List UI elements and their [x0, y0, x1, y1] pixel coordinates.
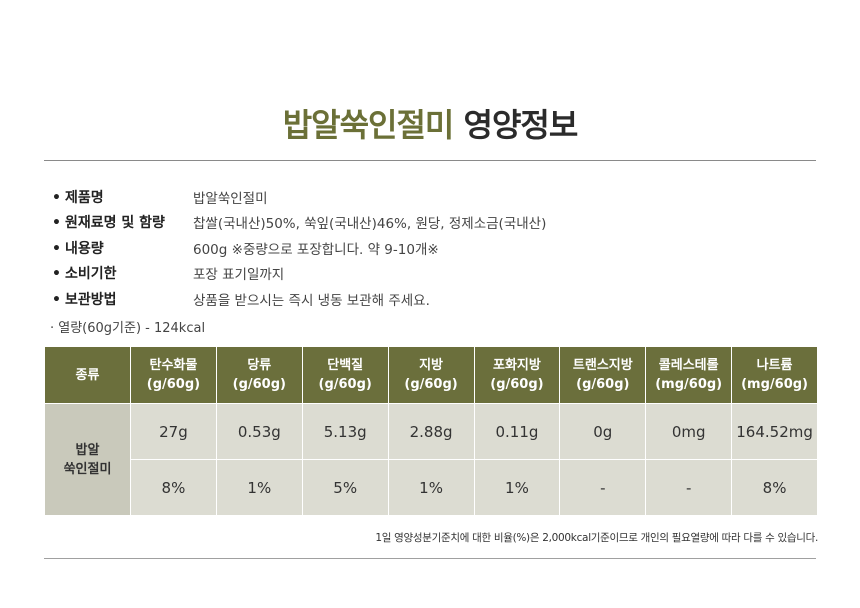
row-header-product: 밥알 쑥인절미	[44, 403, 131, 516]
table-cell: 1%	[215, 459, 303, 516]
table-cell: -	[645, 459, 733, 516]
info-label: 원재료명 및 함량	[64, 215, 165, 232]
table-corner-header: 종류	[44, 346, 131, 404]
column-header: 나트륨 (mg/60g)	[731, 346, 818, 404]
footnote: 1일 영양성분기준치에 대한 비율(%)은 2,000kcal기준이므로 개인의…	[375, 532, 818, 544]
product-info-list: • 제품명 밥알쑥인절미 • 원재료명 및 함량 찹쌀(국내산)50%, 쑥잎(국내…	[52, 184, 752, 312]
bullet: •	[52, 266, 61, 283]
table-cell: 2.88g	[387, 403, 475, 460]
table-cell: 1%	[473, 459, 561, 516]
bullet: •	[52, 189, 61, 206]
info-value: 상품을 받으시는 즉시 냉동 보관해 주세요.	[193, 292, 430, 309]
top-divider	[44, 160, 816, 161]
table-cell: 0mg	[645, 403, 733, 460]
table-cell: 8%	[130, 459, 217, 516]
table-cell: 164.52mg	[731, 403, 818, 460]
info-label: 보관방법	[64, 291, 117, 308]
info-label: 소비기한	[64, 266, 117, 283]
bullet: •	[52, 291, 61, 308]
title-suffix: 영양정보	[463, 106, 579, 144]
table-row-amounts: 밥알 쑥인절미 27g 0.53g 5.13g 2.88g 0.11g 0g 0m…	[44, 403, 818, 516]
info-value: 찹쌀(국내산)50%, 쑥잎(국내산)46%, 원당, 정제소금(국내산)	[193, 216, 547, 233]
column-header: 트랜스지방 (g/60g)	[559, 346, 647, 404]
column-header: 단백질 (g/60g)	[301, 346, 389, 404]
info-row-ingredients: • 원재료명 및 함량 찹쌀(국내산)50%, 쑥잎(국내산)46%, 원당, 정…	[52, 210, 752, 236]
info-row-expiry: • 소비기한 포장 표기일까지	[52, 261, 752, 287]
table-cell: 5%	[301, 459, 389, 516]
column-header: 포화지방 (g/60g)	[473, 346, 561, 404]
page-title: 밥알쑥인절미 영양정보	[0, 100, 860, 146]
table-row-percents: 8% 1% 5% 1% 1% - - 8%	[45, 459, 818, 516]
info-value: 밥알쑥인절미	[193, 190, 268, 207]
table-cell: 5.13g	[301, 403, 389, 460]
table-cell: 0.53g	[215, 403, 303, 460]
column-header: 당류 (g/60g)	[215, 346, 303, 404]
info-row-storage: • 보관방법 상품을 받으시는 즉시 냉동 보관해 주세요.	[52, 286, 752, 312]
nutrition-table: 종류 탄수화물 (g/60g) 당류 (g/60g) 단백질 (g/60g) 지방 (g…	[44, 346, 818, 516]
column-header: 탄수화물 (g/60g)	[130, 346, 217, 404]
bullet: •	[52, 215, 61, 232]
info-value: 600g ※중량으로 포장합니다. 약 9-10개※	[193, 241, 439, 258]
table-cell: -	[559, 459, 647, 516]
info-row-net-weight: • 내용량 600g ※중량으로 포장합니다. 약 9-10개※	[52, 235, 752, 261]
column-header: 지방 (g/60g)	[387, 346, 475, 404]
bullet: •	[52, 240, 61, 257]
table-cell: 1%	[387, 459, 475, 516]
bottom-divider	[44, 558, 816, 559]
column-header: 콜레스테롤 (mg/60g)	[645, 346, 733, 404]
table-cell: 0.11g	[473, 403, 561, 460]
calorie-note: · 열량(60g기준) - 124kcal	[50, 321, 206, 336]
info-value: 포장 표기일까지	[193, 267, 285, 284]
title-product-name: 밥알쑥인절미	[282, 106, 455, 144]
info-label: 제품명	[64, 189, 104, 206]
table-cell: 27g	[130, 403, 217, 460]
info-label: 내용량	[64, 240, 104, 257]
table-header-row: 종류 탄수화물 (g/60g) 당류 (g/60g) 단백질 (g/60g) 지방 (g…	[44, 346, 818, 404]
table-cell: 0g	[559, 403, 647, 460]
info-row-product-name: • 제품명 밥알쑥인절미	[52, 184, 752, 210]
table-cell: 8%	[731, 459, 818, 516]
